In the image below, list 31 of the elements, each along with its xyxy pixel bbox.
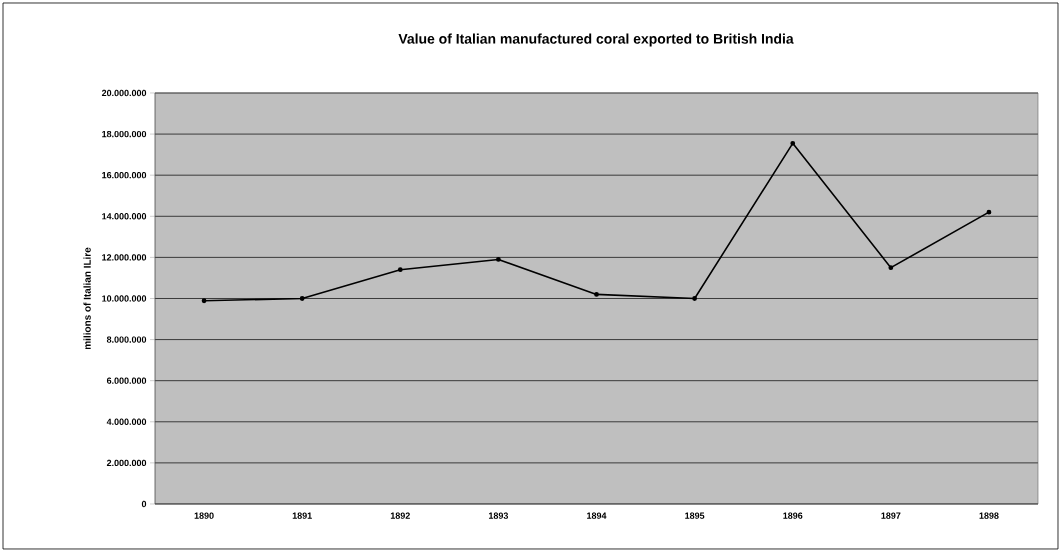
point <box>790 140 796 146</box>
point <box>692 296 698 301</box>
y-tick-label: 6.000.000 <box>106 377 147 384</box>
y-axis-title: milions of Italian ILire <box>83 247 91 350</box>
y-tick-label: 14.000.000 <box>102 213 147 220</box>
point <box>299 296 305 301</box>
x-tick-label: 1892 <box>390 512 410 519</box>
y-tick-label: 12.000.000 <box>102 254 147 261</box>
y-tick-label: 10.000.000 <box>102 295 147 302</box>
y-tick-label: 16.000.000 <box>102 172 147 179</box>
point <box>888 265 894 271</box>
x-tick-label: 1893 <box>488 512 509 519</box>
y-tick-label: 18.000.000 <box>102 130 147 138</box>
point <box>397 267 403 273</box>
y-tick-label: 4.000.000 <box>106 418 147 425</box>
y-tick-label: 0 <box>141 500 147 508</box>
chart-title: Value of Italian manufactured coral exported to British India <box>398 33 794 47</box>
y-tick-label: 2.000.000 <box>106 459 147 467</box>
x-tick-label: 1897 <box>881 512 901 519</box>
x-tick-label: 1896 <box>783 512 803 519</box>
x-tick-label: 1891 <box>292 512 312 519</box>
x-tick-label: 1898 <box>979 512 999 519</box>
y-tick-label: 8.000.000 <box>106 336 147 343</box>
point <box>594 291 599 297</box>
point <box>496 257 501 262</box>
x-tick-label: 1894 <box>587 512 607 519</box>
x-tick-label: 1890 <box>194 512 214 519</box>
point <box>986 209 992 215</box>
y-tick-label: 20.000.000 <box>101 89 147 97</box>
x-tick-label: 1895 <box>685 512 705 519</box>
point <box>201 298 207 304</box>
